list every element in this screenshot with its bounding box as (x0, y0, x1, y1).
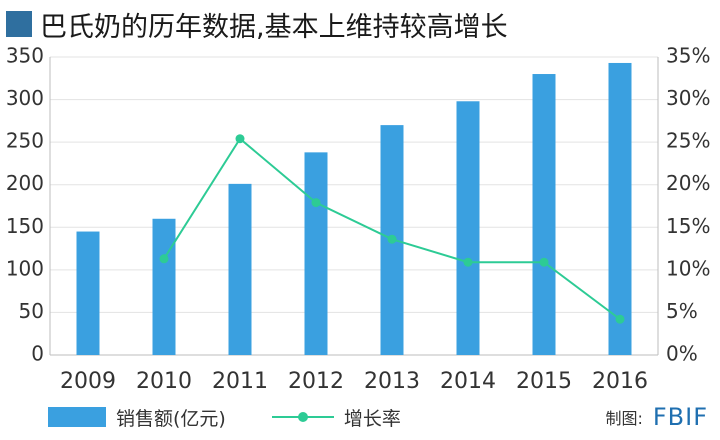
y-right-tick-label: 10% (666, 256, 710, 280)
y-left-tick-label: 50 (19, 299, 44, 323)
legend-bar-swatch (48, 407, 106, 427)
bar-2014 (456, 101, 480, 355)
y-left-tick-label: 150 (6, 214, 44, 238)
legend-bar-label: 销售额(亿元) (116, 407, 226, 430)
y-right-tick-label: 15% (666, 214, 710, 238)
credit-brand-logo: FBIF (652, 403, 708, 431)
x-tick-label: 2013 (364, 369, 420, 394)
y-right-tick-label: 20% (666, 171, 710, 195)
y-left-tick-label: 250 (6, 129, 44, 153)
bar-2015 (532, 74, 556, 356)
growth-point-2015 (539, 257, 549, 267)
bar-2011 (228, 183, 252, 355)
combo-chart: 0 50 100 150 200 250 300 350 0% 5% 10% 15% 20% 25% 30%… (6, 44, 711, 395)
growth-point-2016 (615, 314, 625, 324)
chart-credit: 制图: FBIF (605, 402, 708, 432)
growth-point-2010 (159, 254, 169, 264)
legend-line-swatch (271, 407, 334, 427)
credit-label: 制图: (605, 409, 643, 428)
y-left-tick-label: 300 (6, 86, 44, 110)
y-left-tick-label: 0 (31, 342, 44, 366)
x-tick-label: 2012 (288, 369, 344, 394)
growth-point-2014 (463, 257, 473, 267)
x-tick-label: 2015 (516, 369, 572, 394)
y-right-tick-label: 0% (666, 342, 698, 366)
bar-2016 (608, 62, 632, 356)
y-right-tick-label: 5% (666, 299, 698, 323)
bar-2010 (152, 218, 176, 355)
y-left-tick-label: 200 (6, 171, 44, 195)
title-marker-square (6, 11, 32, 37)
x-tick-label: 2011 (212, 369, 268, 394)
growth-point-2011 (235, 134, 245, 144)
bar-2012 (304, 152, 328, 355)
bar-2009 (76, 231, 100, 355)
x-tick-label: 2014 (440, 369, 496, 394)
chart-title: 巴氏奶的历年数据,基本上维持较高增长 (40, 11, 508, 43)
y-left-tick-label: 100 (6, 256, 44, 280)
chart-title-bar: 巴氏奶的历年数据,基本上维持较高增长 (6, 6, 508, 43)
x-tick-label: 2010 (136, 369, 192, 394)
growth-point-2013 (387, 234, 397, 244)
x-tick-label: 2016 (592, 369, 648, 394)
y-right-tick-label: 35% (666, 44, 710, 68)
x-tick-label: 2009 (60, 369, 116, 394)
growth-point-2012 (311, 198, 321, 208)
y-left-tick-label: 350 (6, 44, 44, 68)
chart-legend: 销售额(亿元) 增长率 (48, 402, 401, 432)
y-right-tick-label: 25% (666, 129, 710, 153)
legend-line-label: 增长率 (343, 407, 401, 430)
y-right-tick-label: 30% (666, 86, 710, 110)
